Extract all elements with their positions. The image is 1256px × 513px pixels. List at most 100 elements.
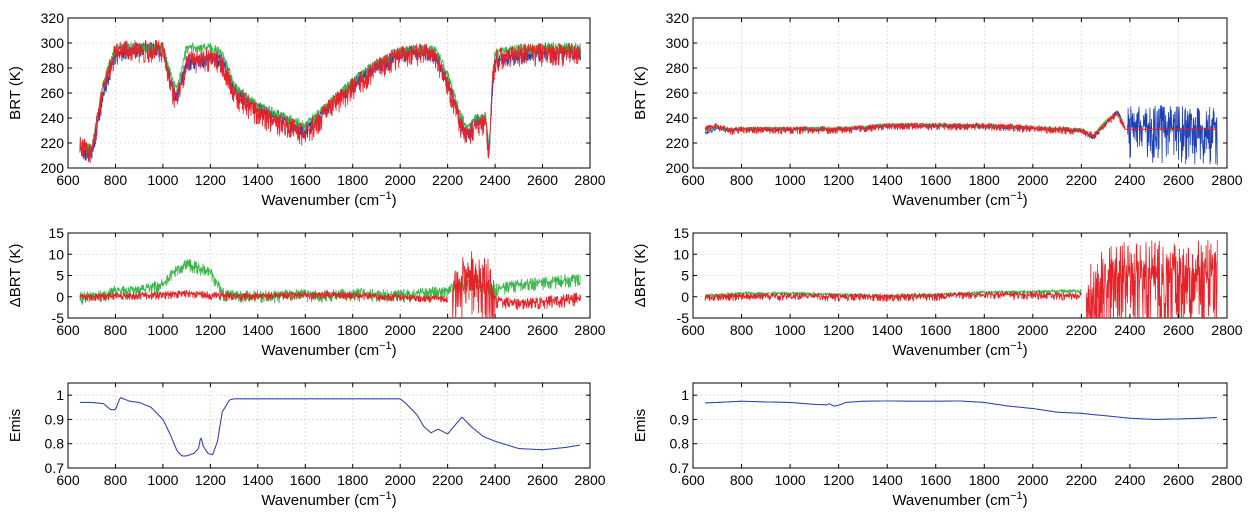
x-tick-label: 2800 xyxy=(1211,472,1242,488)
x-tick-label: 2200 xyxy=(432,322,463,338)
x-tick-label: 2800 xyxy=(1211,322,1242,338)
series-line xyxy=(704,112,1126,140)
y-tick-label: 0.8 xyxy=(45,436,65,452)
series-group xyxy=(704,104,1218,166)
x-axis-label: Wavenumber (cm−1) xyxy=(261,490,396,509)
x-tick-label: 1600 xyxy=(920,322,951,338)
y-tick-label: 280 xyxy=(666,60,690,76)
x-tick-label: 800 xyxy=(104,172,128,188)
series-line xyxy=(452,251,496,318)
y-tick-label: 0 xyxy=(681,289,689,305)
x-tick-label: 1400 xyxy=(242,322,273,338)
x-tick-label: 2800 xyxy=(574,172,605,188)
series-line xyxy=(79,397,581,457)
series-line xyxy=(704,288,1082,300)
x-tick-label: 1000 xyxy=(147,172,178,188)
y-axis-label: Emis xyxy=(7,409,24,442)
y-tick-label: 240 xyxy=(41,110,65,126)
x-axis-label: Wavenumber (cm−1) xyxy=(892,340,1027,359)
x-tick-label: 1000 xyxy=(775,322,806,338)
x-tick-label: 2000 xyxy=(385,472,416,488)
x-axis-label: Wavenumber (cm−1) xyxy=(261,190,396,209)
x-tick-label: 2600 xyxy=(527,472,558,488)
y-tick-label: 10 xyxy=(48,246,64,262)
y-tick-label: 320 xyxy=(41,10,65,26)
x-tick-label: 2000 xyxy=(385,172,416,188)
x-tick-label: 2800 xyxy=(574,322,605,338)
x-tick-label: 2200 xyxy=(1066,172,1097,188)
x-tick-label: 2400 xyxy=(480,472,511,488)
x-tick-label: 1200 xyxy=(823,172,854,188)
x-tick-label: 1200 xyxy=(823,472,854,488)
chart-right-top: 600 800 1000 1200 1400 1600 1800 2000 2200 2400 26… xyxy=(632,10,1243,209)
x-tick-label: 600 xyxy=(56,172,80,188)
x-tick-label: 600 xyxy=(681,322,705,338)
x-tick-label: 800 xyxy=(730,322,754,338)
series-line xyxy=(79,259,581,306)
x-tick-label: 600 xyxy=(56,322,80,338)
y-axis-label: ΔBRT (K) xyxy=(632,244,649,308)
series-group xyxy=(704,239,1218,318)
x-tick-label: 1600 xyxy=(920,472,951,488)
x-tick-label: 800 xyxy=(730,172,754,188)
y-tick-label: 0.8 xyxy=(670,436,690,452)
x-tick-label: 800 xyxy=(104,322,128,338)
x-tick-label: 1600 xyxy=(290,172,321,188)
x-tick-label: 2800 xyxy=(1211,172,1242,188)
x-tick-label: 1600 xyxy=(290,322,321,338)
y-tick-label: 220 xyxy=(41,135,65,151)
x-tick-label: 1000 xyxy=(147,322,178,338)
y-tick-label: 0.9 xyxy=(45,411,65,427)
chart-right-bottom: 600 800 1000 1200 1400 1600 1800 2000 2200 2400 26… xyxy=(632,382,1243,509)
y-tick-label: 10 xyxy=(673,246,689,262)
x-tick-label: 1400 xyxy=(242,472,273,488)
y-tick-label: 15 xyxy=(48,225,64,241)
x-tick-label: 2000 xyxy=(1017,172,1048,188)
series-line xyxy=(705,400,1217,420)
x-tick-label: 1800 xyxy=(337,322,368,338)
x-tick-label: 1600 xyxy=(290,472,321,488)
chart-right-mid: 600 800 1000 1200 1400 1600 1800 2000 2200 2400 26… xyxy=(632,225,1243,359)
y-tick-label: 240 xyxy=(666,110,690,126)
chart-left-bottom: 600 800 1000 1200 1400 1600 1800 2000 2200 2400 26… xyxy=(7,382,606,509)
y-tick-label: 280 xyxy=(41,60,65,76)
x-axis-label: Wavenumber (cm−1) xyxy=(892,190,1027,209)
y-tick-label: 200 xyxy=(666,160,690,176)
x-tick-label: 2000 xyxy=(1017,322,1048,338)
series-line xyxy=(494,292,581,310)
x-tick-label: 2600 xyxy=(1163,172,1194,188)
x-tick-label: 2400 xyxy=(480,322,511,338)
series-group xyxy=(79,251,581,318)
x-tick-label: 2400 xyxy=(1114,322,1145,338)
x-tick-label: 2400 xyxy=(1114,472,1145,488)
x-tick-label: 2200 xyxy=(432,472,463,488)
x-tick-label: 2200 xyxy=(1066,322,1097,338)
x-tick-label: 1000 xyxy=(147,472,178,488)
x-tick-label: 1800 xyxy=(969,322,1000,338)
x-tick-label: 2800 xyxy=(574,472,605,488)
y-axis-label: BRT (K) xyxy=(7,66,24,120)
x-tick-label: 1400 xyxy=(872,172,903,188)
series-line xyxy=(79,289,448,304)
y-tick-label: 260 xyxy=(41,85,65,101)
y-tick-label: 300 xyxy=(666,35,690,51)
y-axis-label: ΔBRT (K) xyxy=(7,244,24,308)
y-tick-label: 300 xyxy=(41,35,65,51)
x-tick-label: 600 xyxy=(56,472,80,488)
x-tick-label: 2200 xyxy=(1066,472,1097,488)
series-group xyxy=(79,39,581,164)
x-axis-label: Wavenumber (cm−1) xyxy=(261,340,396,359)
x-tick-label: 600 xyxy=(681,172,705,188)
x-tick-label: 2000 xyxy=(1017,472,1048,488)
y-tick-label: 200 xyxy=(41,160,65,176)
y-axis-label: BRT (K) xyxy=(632,66,649,120)
x-tick-label: 1800 xyxy=(337,172,368,188)
series-line xyxy=(704,290,1082,302)
x-tick-label: 2600 xyxy=(527,322,558,338)
series-line xyxy=(79,39,581,164)
y-tick-label: 5 xyxy=(56,268,64,284)
chart-left-top: 600 800 1000 1200 1400 1600 1800 2000 2200 2400 26… xyxy=(7,10,606,209)
y-tick-label: -5 xyxy=(677,310,690,326)
x-tick-label: 1400 xyxy=(872,472,903,488)
x-tick-label: 1200 xyxy=(823,322,854,338)
